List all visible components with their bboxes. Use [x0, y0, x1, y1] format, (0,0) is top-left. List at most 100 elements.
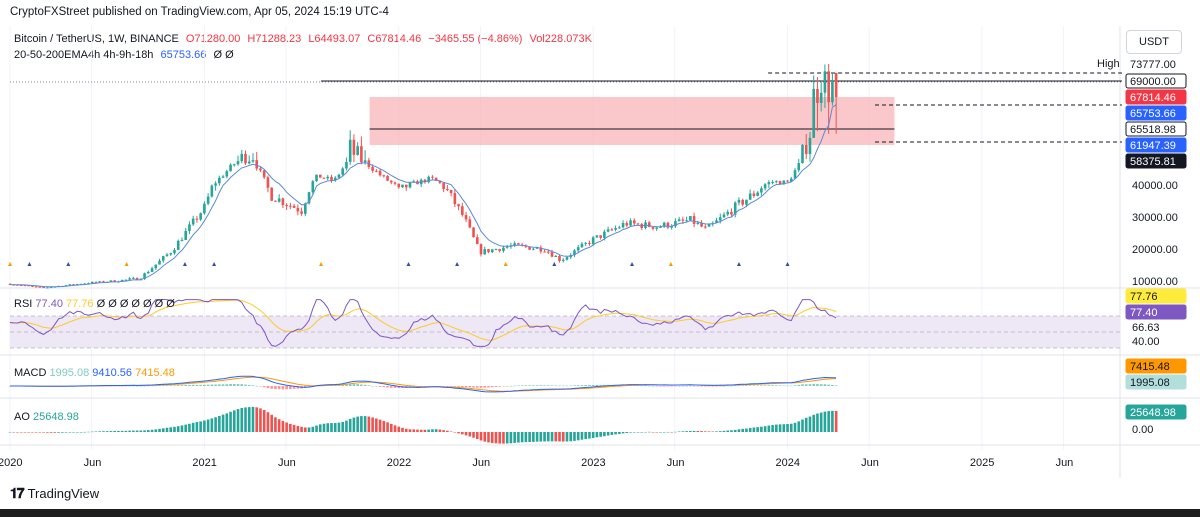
tradingview-logo[interactable]: 𝟏𝟕 TradingView: [10, 485, 99, 502]
ao-value: 25648.98: [32, 411, 79, 423]
candle: [599, 235, 602, 240]
candle: [778, 180, 782, 185]
candle: [154, 264, 158, 270]
candle: [464, 211, 468, 223]
macd-hist-bar: [804, 384, 808, 386]
macd-hist-bar: [756, 385, 759, 386]
ao-bar: [206, 419, 210, 432]
ao-bar: [98, 431, 102, 432]
ao-bar: [498, 432, 502, 444]
ohlc-low: L64493.07: [308, 33, 361, 45]
candle: [674, 218, 677, 229]
currency-button[interactable]: USDT: [1126, 30, 1182, 54]
ao-bar: [640, 432, 644, 433]
macd-hist-bar: [595, 384, 599, 386]
macd-hist-bar: [502, 386, 505, 387]
symbol-name: Bitcoin / TetherUS, 1W, BINANCE: [14, 33, 179, 45]
candle: [636, 222, 640, 225]
candle: [472, 226, 475, 238]
ao-bar: [251, 406, 255, 432]
candle: [468, 216, 472, 229]
macd-hist-bar: [666, 386, 670, 387]
macd-hist-bar: [453, 386, 457, 387]
ao-bar: [502, 432, 505, 444]
candle: [487, 249, 490, 254]
macd-hist-bar: [363, 384, 367, 386]
macd-tag: 7415.48: [1125, 358, 1187, 374]
macd-hist-bar: [154, 385, 158, 387]
price-change: −3465.55 (−4.86%): [428, 33, 523, 45]
signal-marker: [406, 262, 411, 266]
macd-hist-bar: [281, 386, 285, 390]
macd-hist-bar: [483, 386, 487, 388]
rsi-tag: 77.40: [1125, 304, 1187, 320]
candle: [819, 82, 823, 112]
macd-hist-bar: [397, 386, 401, 389]
ao-bar: [330, 423, 333, 432]
ao-bar: [662, 431, 666, 433]
ao-bar: [434, 429, 438, 432]
ao-zero-label: 0.00: [1132, 424, 1153, 436]
ao-bar: [756, 427, 759, 432]
ao-bar: [614, 432, 617, 435]
ao-bar: [72, 432, 75, 433]
macd-hist-bar: [528, 385, 531, 386]
candle: [214, 181, 217, 191]
ao-bar: [801, 419, 804, 432]
published-header: CryptoFXStreet published on TradingView.…: [10, 6, 389, 18]
time-tick-label: 2025: [970, 457, 994, 469]
price-tick-label: 40000.00: [1132, 180, 1178, 192]
ao-bar: [120, 430, 124, 432]
ao-bar: [169, 427, 173, 432]
ao-bar: [599, 432, 602, 437]
ao-bar: [195, 422, 199, 432]
svg-text:67814.46: 67814.46: [1130, 92, 1176, 104]
candle: [176, 239, 180, 251]
candle: [576, 245, 580, 253]
macd-hist-bar: [655, 386, 659, 387]
candle: [550, 249, 554, 258]
ao-bar: [565, 432, 569, 442]
ao-bar: [188, 423, 191, 432]
ao-bar: [285, 422, 288, 432]
candle: [206, 193, 210, 206]
price-tag: 58375.81: [1125, 153, 1187, 169]
macd-hist-bar: [726, 385, 730, 387]
candle: [662, 221, 666, 228]
price-tag: 69000.00: [1125, 73, 1187, 89]
candle: [251, 153, 255, 163]
macd-hist-bar: [662, 386, 666, 387]
ao-bar: [561, 432, 565, 442]
macd-hist-bar: [793, 385, 797, 386]
ao-bar: [689, 430, 692, 432]
candle: [330, 174, 333, 183]
macd-hist-bar: [352, 384, 356, 386]
ao-bar: [483, 432, 487, 442]
macd-hist-bar: [509, 385, 513, 387]
macd-hist-bar: [789, 385, 793, 387]
ao-bar: [819, 412, 823, 432]
time-tick-label: Jun: [278, 457, 296, 469]
candle: [292, 204, 296, 209]
ao-bar: [546, 432, 550, 442]
signal-marker: [319, 262, 324, 266]
ao-bar: [524, 432, 528, 443]
ao-bar: [337, 422, 341, 432]
ao-bar: [606, 432, 610, 436]
candle: [610, 227, 614, 231]
candle: [218, 175, 221, 186]
time-tick-label: 2020: [0, 457, 22, 469]
macd-hist-bar: [161, 385, 165, 386]
ao-bar: [165, 427, 169, 432]
ohlc-open: O71280.00: [185, 33, 241, 45]
ao-bar: [266, 412, 270, 432]
ao-bar: [539, 432, 543, 442]
ao-bar: [184, 424, 188, 432]
candle: [834, 72, 838, 134]
ao-bar: [703, 431, 707, 432]
candle: [804, 133, 808, 160]
time-tick-label: 2021: [192, 457, 216, 469]
macd-hist-bar: [345, 384, 348, 386]
candle: [34, 286, 38, 288]
